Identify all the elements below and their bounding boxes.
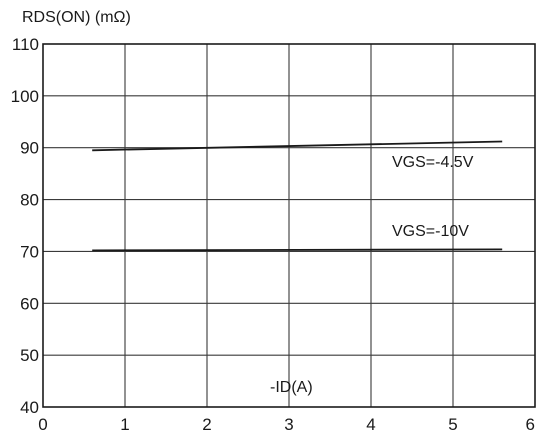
y-tick-label-7: 110 — [12, 35, 39, 54]
x-tick-label-6: 6 — [526, 415, 535, 434]
x-tick-label-1: 1 — [120, 415, 129, 434]
x-tick-label-0: 0 — [38, 415, 47, 434]
plot-frame — [42, 43, 536, 408]
y-tick-label-2: 60 — [20, 294, 39, 313]
series-line-0 — [92, 140, 503, 152]
series-label-vgs-10v: VGS=-10V — [392, 223, 469, 240]
y-tick-label-6: 100 — [11, 87, 39, 106]
y-tick-label-3: 70 — [20, 242, 39, 261]
y-axis-label: RDS(ON) (mΩ) — [22, 9, 131, 26]
x-tick-label-3: 3 — [284, 415, 293, 434]
x-tick-labels: 0 1 2 3 4 5 6 — [38, 415, 535, 434]
series-line-1 — [92, 248, 503, 252]
y-tick-label-0: 40 — [20, 398, 39, 417]
grid — [43, 44, 535, 407]
plot-border — [42, 43, 536, 408]
x-tick-label-2: 2 — [202, 415, 211, 434]
x-tick-label-4: 4 — [366, 415, 375, 434]
y-tick-label-5: 90 — [20, 139, 39, 158]
x-tick-label-5: 5 — [448, 415, 457, 434]
y-tick-label-4: 80 — [20, 191, 39, 210]
y-tick-label-1: 50 — [20, 346, 39, 365]
series-label-vgs-4-5v: VGS=-4.5V — [392, 154, 474, 171]
y-tick-labels: 40 50 60 70 80 90 100 110 — [11, 35, 39, 417]
series-group — [92, 140, 503, 252]
x-axis-label: -ID(A) — [270, 379, 313, 396]
